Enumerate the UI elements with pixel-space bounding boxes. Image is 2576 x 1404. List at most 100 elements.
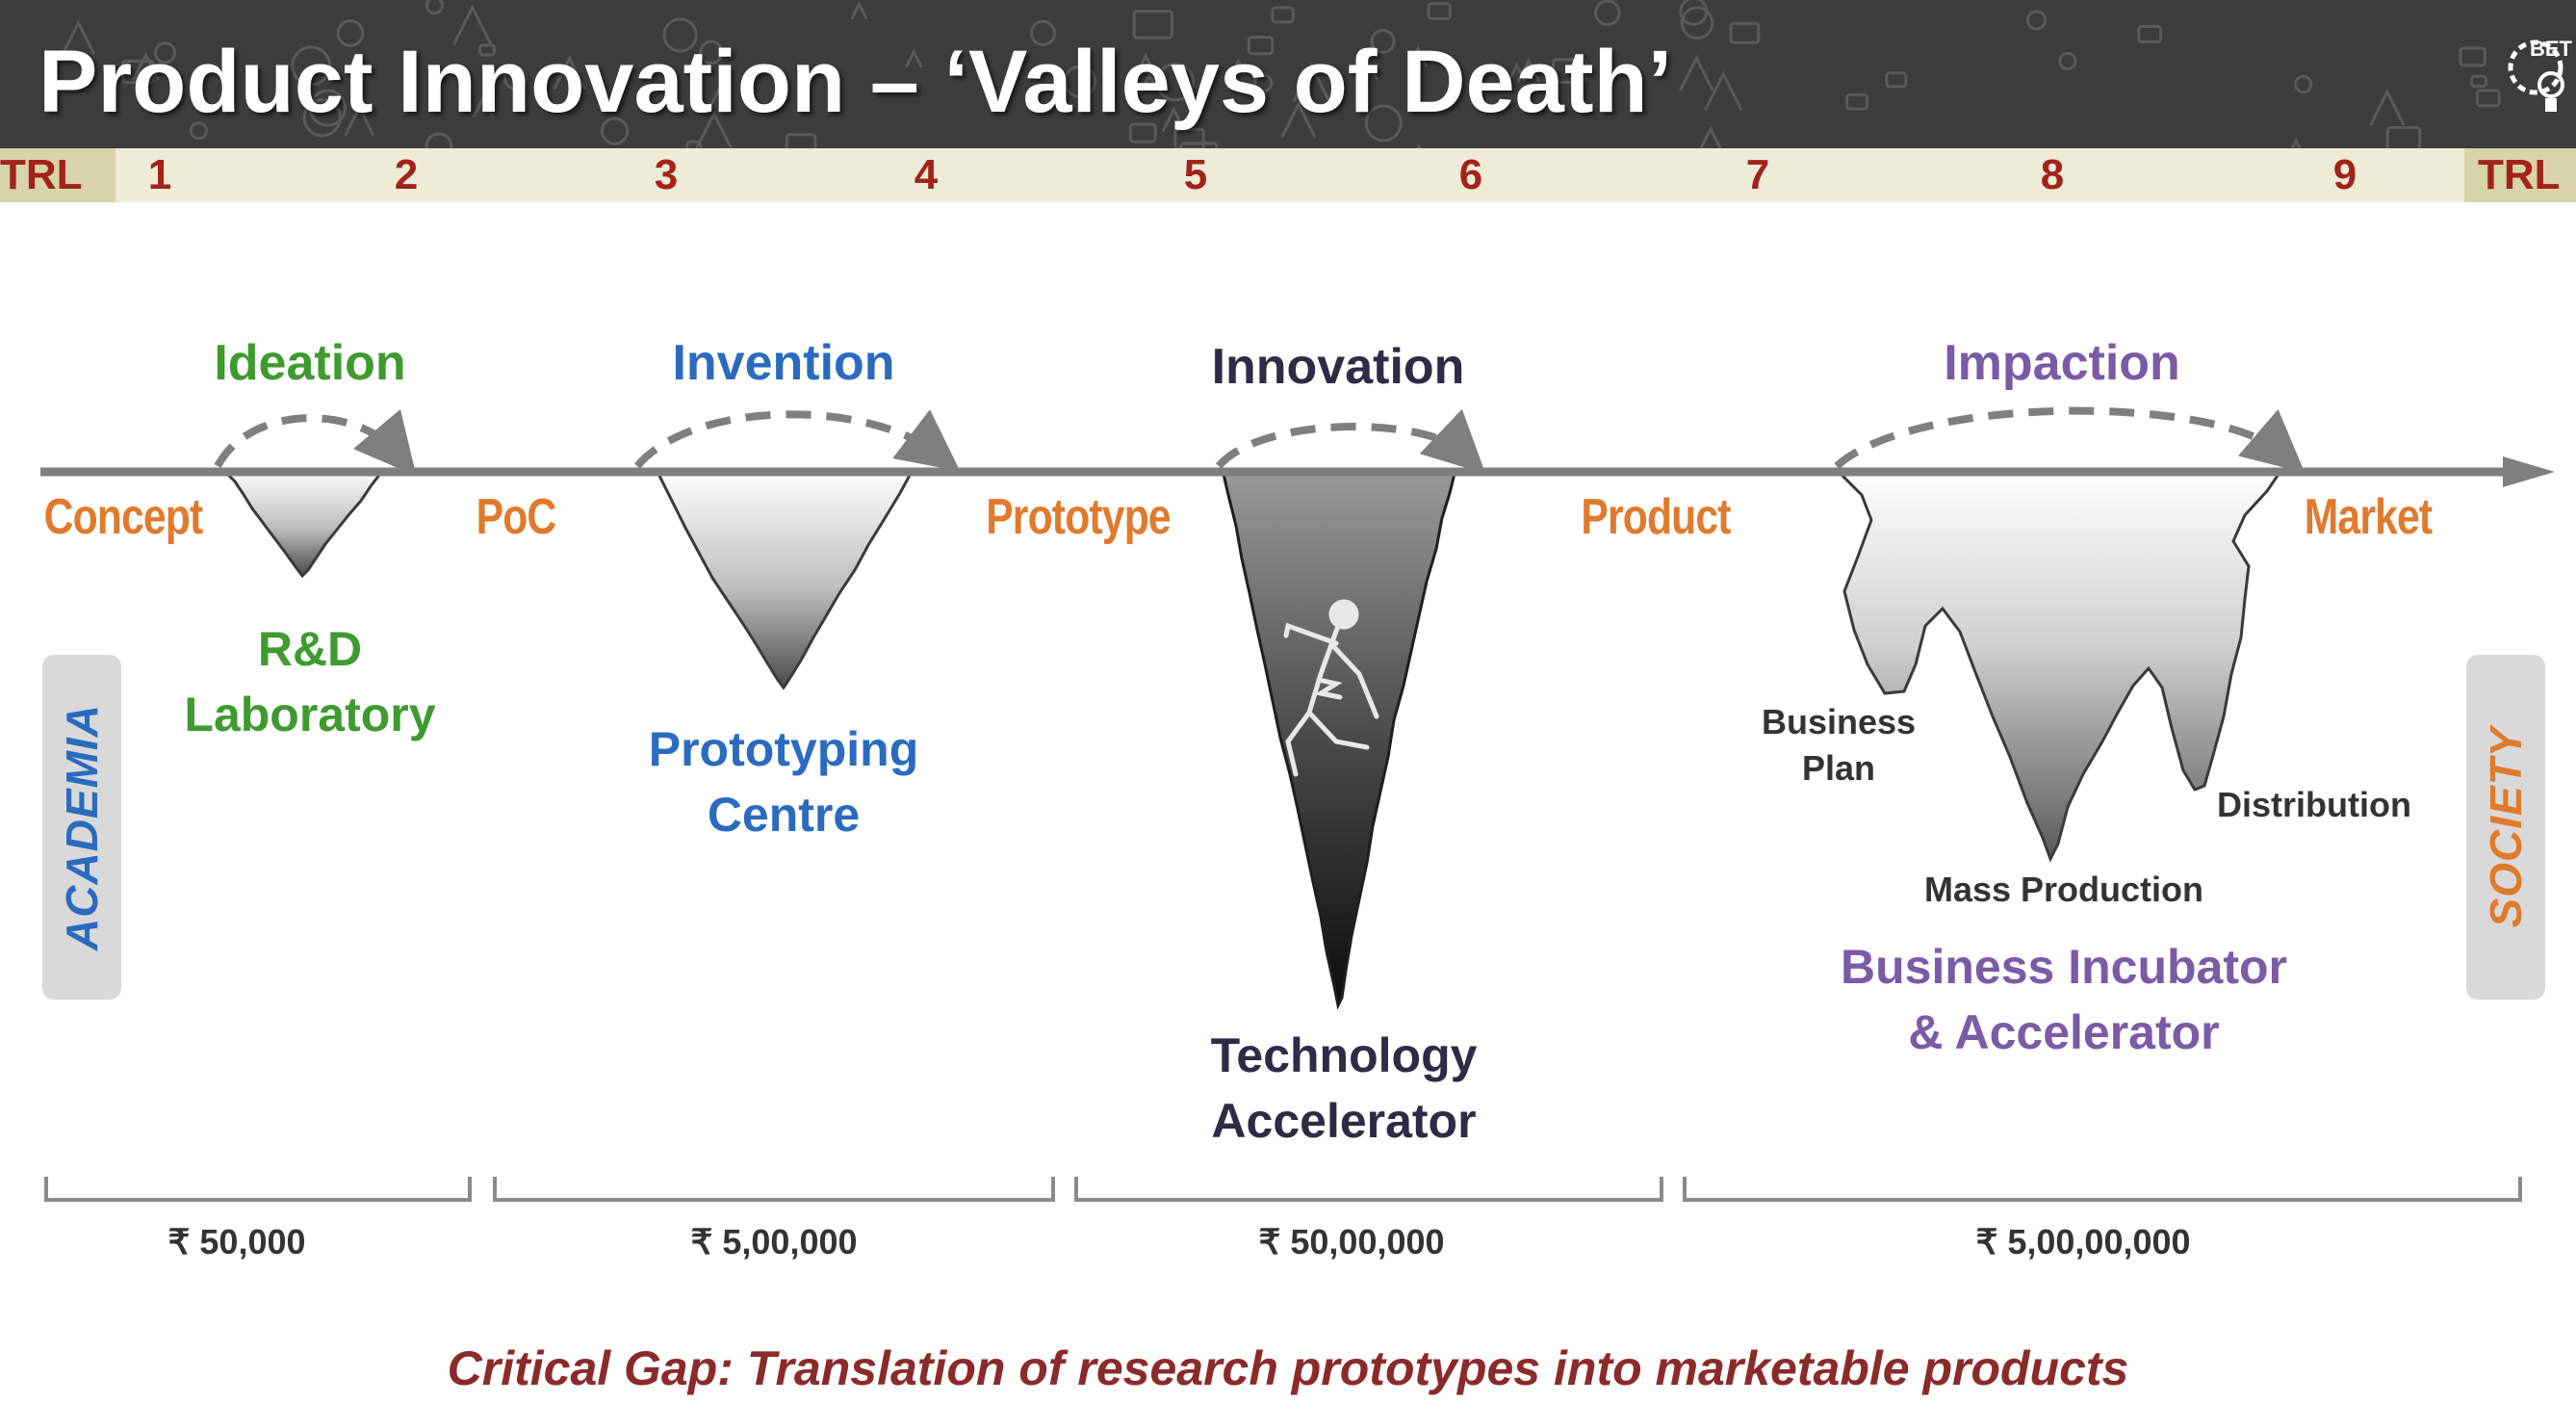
milestone-poc: PoC [476, 489, 557, 545]
doodle-shape [1416, 143, 1422, 148]
hop-arrow-impaction [1834, 406, 2306, 473]
milestone-market: Market [2304, 489, 2433, 545]
doodle-shape [1885, 71, 1908, 89]
critical-gap-caption: Critical Gap: Translation of research pr… [447, 1341, 2129, 1395]
doodle-shape [2385, 126, 2422, 148]
doodle-shape [344, 104, 375, 137]
doodle-shape [2369, 89, 2406, 126]
business-plan-label: Business Plan [1762, 699, 1916, 792]
doodle-shape [1370, 28, 1396, 54]
doodle-shape [291, 45, 332, 87]
stage-label-impaction: Impaction [1944, 335, 2180, 391]
doodle-shape [2459, 46, 2486, 67]
facility-prototyping-centre: Prototyping Centre [649, 716, 919, 847]
cost-impaction: ₹ 5,00,00,000 [1975, 1222, 2191, 1261]
trl-level-3: 3 [654, 151, 679, 198]
doodle-shape [2475, 89, 2501, 108]
doodle-shape [1179, 142, 1219, 148]
doodle-shape [1594, 0, 1621, 27]
facility-line-2: & Accelerator [1908, 1005, 2220, 1059]
trl-level-6: 6 [1458, 151, 1483, 198]
trl-level-4: 4 [914, 151, 939, 198]
doodle-shape [850, 0, 868, 20]
doodle-shape [478, 43, 496, 57]
cost-bracket-2 [493, 1177, 1055, 1202]
doodle-shape [1247, 36, 1275, 56]
trl-level-8: 8 [2040, 151, 2065, 198]
doodle-shape [1680, 6, 1714, 40]
doodle-shape [601, 117, 630, 145]
doodle-shape [1427, 2, 1452, 20]
society-label: SOCIETY [2481, 726, 2531, 928]
doodle-shape [1173, 127, 1205, 148]
valley-ideation [219, 468, 387, 579]
doodle-shape [1729, 21, 1761, 44]
doodle-shape [425, 0, 444, 15]
trl-level-9: 9 [2332, 151, 2357, 198]
doodle-shape [336, 19, 365, 47]
doodle-shape [710, 83, 731, 105]
stage-label-invention: Invention [672, 335, 895, 391]
doodle-shape [1704, 70, 1743, 112]
doodle-shape [1552, 58, 1587, 84]
facility-line-1: Technology [1210, 1028, 1478, 1082]
facility-line-2: Centre [707, 788, 861, 842]
facility-rd-laboratory: R&D Laboratory [184, 616, 435, 747]
doodle-shape [154, 41, 177, 65]
doodle-shape [685, 140, 703, 148]
doodle-shape [452, 4, 493, 45]
doodle-shape [1128, 122, 1157, 143]
doodle-shape [1699, 125, 1722, 148]
milestone-product: Product [1581, 489, 1731, 545]
doodle-shape [189, 121, 209, 141]
doodle-shape [1358, 59, 1378, 80]
doodle-shape [662, 17, 698, 53]
doodle-shape [695, 110, 734, 148]
cost-innovation: ₹ 50,00,000 [1258, 1222, 1445, 1261]
facility-line-1: R&D [257, 622, 363, 676]
hop-arrow-ideation [214, 408, 417, 477]
doodle-shape [1140, 71, 1159, 91]
doodle-shape [2025, 10, 2048, 31]
skeleton-icon [1283, 599, 1379, 777]
doodle-shape [1280, 100, 1317, 139]
doodle-shape [1161, 106, 1187, 133]
doodle-shape [1292, 63, 1331, 102]
title-banner: Product Innovation – ‘Valleys of Death’ … [0, 0, 2576, 148]
logo-text: BET [2530, 37, 2572, 61]
doodle-shape [472, 93, 495, 117]
doodle-shape [1679, 54, 1714, 91]
doodle-shape [699, 39, 724, 65]
trl-label-left: TRL [0, 148, 116, 202]
hop-arrow-invention [633, 409, 961, 472]
trl-label-right: TRL [2464, 148, 2576, 202]
distribution-label: Distribution [2217, 785, 2411, 824]
doodle-shape [2294, 74, 2313, 94]
doodle-pattern-background [61, 0, 2501, 148]
doodle-shape [1407, 45, 1429, 67]
trl-scale-bar: TRL 1 2 3 4 5 6 7 8 9 TRL [0, 148, 2576, 202]
doodle-shape [2137, 24, 2163, 44]
facility-line-1: Prototyping [648, 722, 919, 776]
business-plan-line-1: Business [1761, 702, 1917, 741]
stage-label-innovation: Innovation [1211, 339, 1465, 395]
facility-technology-accelerator: Technology Accelerator [1211, 1023, 1478, 1154]
facility-line-2: Laboratory [184, 688, 436, 741]
doodle-shape [425, 132, 453, 148]
doodle-shape [1253, 73, 1274, 93]
doodle-shape [1271, 6, 1295, 24]
facility-line-1: Business Incubator [1841, 940, 2287, 994]
valley-innovation [1221, 468, 1457, 1010]
trl-level-1: 1 [147, 151, 172, 198]
doodle-shape [132, 51, 160, 81]
trl-level-7: 7 [1745, 151, 1770, 198]
doodle-shape [2290, 137, 2302, 148]
facility-line-2: Accelerator [1211, 1094, 1477, 1148]
business-plan-line-2: Plan [1801, 748, 1876, 788]
doodle-shape [1229, 58, 1247, 76]
logo: BET [2503, 29, 2576, 121]
valley-invention [654, 468, 915, 690]
slide-title: Product Innovation – ‘Valleys of Death’ [39, 33, 1673, 131]
stage-label-ideation: Ideation [214, 335, 406, 391]
